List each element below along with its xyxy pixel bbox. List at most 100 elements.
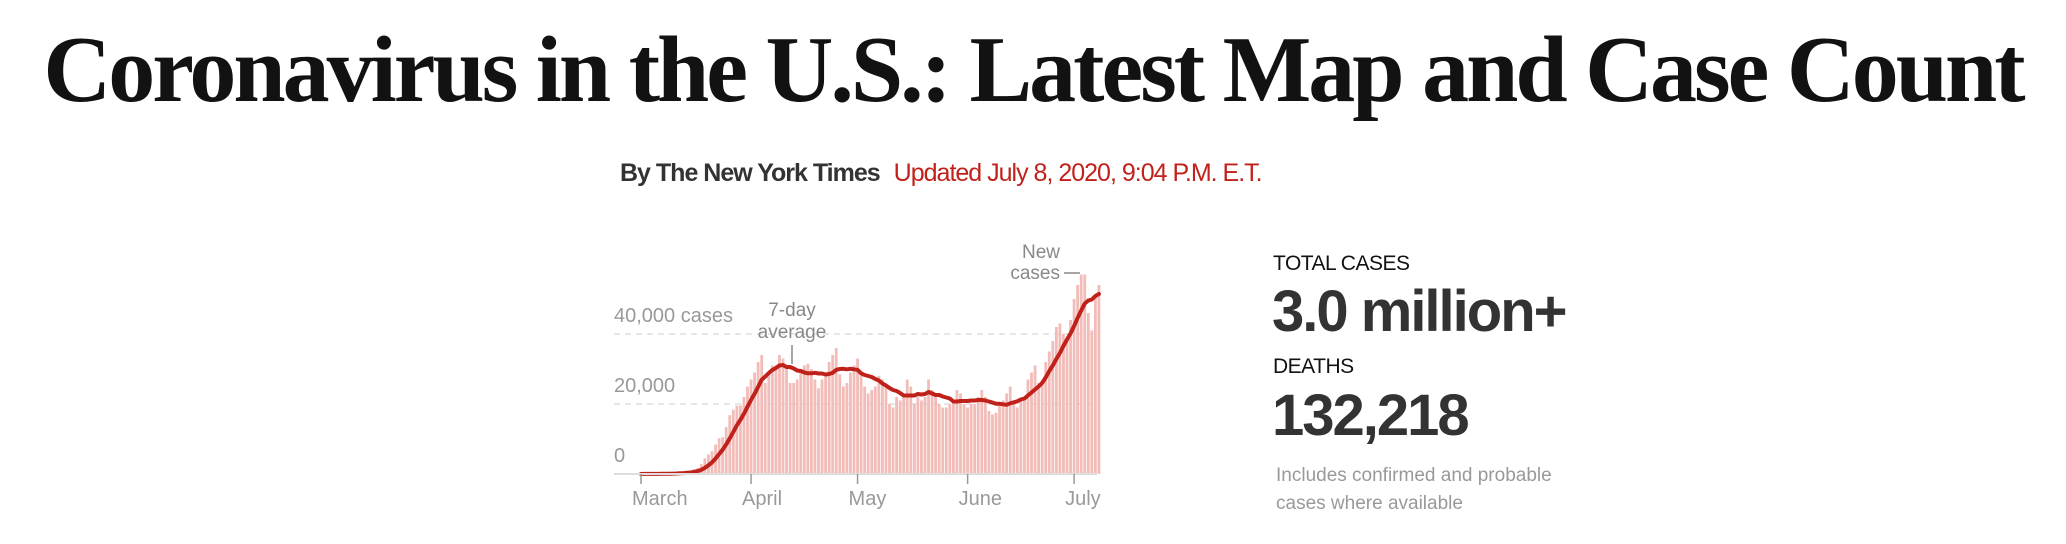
case-bar (1072, 299, 1076, 474)
case-bar (969, 404, 973, 474)
case-bar (802, 365, 806, 474)
case-bar (1030, 372, 1033, 474)
case-bar (724, 427, 728, 474)
case-bar (994, 412, 998, 474)
x-tick-label: May (849, 488, 887, 510)
case-bar (753, 372, 756, 474)
case-bar (1079, 274, 1083, 474)
byline: By The New York Times Updated July 8, 202… (620, 156, 1263, 190)
case-bar (1051, 341, 1055, 474)
case-bar (763, 383, 767, 474)
case-bar (852, 365, 856, 474)
case-bar (1086, 313, 1090, 474)
case-bar (1090, 330, 1094, 474)
case-bar (792, 383, 796, 474)
case-bar (937, 404, 941, 474)
case-bar (962, 404, 966, 474)
case-bar (728, 415, 732, 474)
case-bar (866, 393, 870, 474)
case-bar (834, 348, 838, 474)
case-bar (781, 358, 785, 474)
case-bar (912, 404, 916, 474)
case-bar (1097, 285, 1101, 474)
deaths-value: 132,218 (1272, 383, 1470, 448)
case-bar (845, 383, 849, 474)
case-bar (1023, 397, 1026, 474)
case-bar (735, 405, 739, 474)
case-bar (785, 369, 788, 474)
case-bar (895, 397, 898, 474)
x-tick-label: June (959, 488, 1002, 510)
x-tick-label: July (1065, 488, 1101, 510)
case-bar (810, 369, 813, 474)
case-bar (1076, 285, 1080, 474)
case-bar (1005, 393, 1009, 474)
new-cases-annotation: cases (1010, 263, 1060, 284)
y-tick-label: 20,000 (614, 375, 675, 397)
case-bar (795, 379, 799, 474)
y-tick-label: 40,000 cases (614, 305, 733, 327)
case-bar (1001, 400, 1005, 474)
case-bar (1094, 295, 1097, 474)
total-cases-value: 3.0 million+ (1272, 279, 1567, 344)
case-bar (973, 404, 977, 474)
case-bar (1019, 400, 1023, 474)
case-bar (838, 374, 842, 474)
case-bar (955, 390, 959, 474)
case-bar (941, 407, 945, 474)
case-bar (991, 414, 994, 474)
case-bar (881, 379, 884, 474)
case-bar (873, 386, 877, 474)
x-tick-label: March (632, 488, 688, 510)
case-bar (1062, 334, 1065, 474)
case-bar (760, 355, 764, 474)
headline: Coronavirus in the U.S.: Latest Map and … (43, 18, 2025, 122)
case-bar (930, 390, 934, 474)
case-bar (824, 376, 827, 474)
case-bar (1015, 407, 1019, 474)
case-bar (778, 355, 781, 474)
case-bar (998, 404, 1001, 474)
case-bar (976, 397, 980, 474)
case-bar (888, 404, 891, 474)
case-bar (1012, 404, 1016, 474)
case-bar (863, 386, 867, 474)
case-bar (927, 379, 930, 474)
case-bar (1044, 362, 1048, 474)
case-bar (731, 409, 735, 474)
case-bar (934, 397, 938, 474)
case-bar (1069, 320, 1072, 474)
case-bar (749, 379, 753, 474)
average-annotation: average (758, 322, 827, 343)
case-bar (841, 386, 845, 474)
case-bar (742, 397, 746, 474)
case-bar (898, 400, 902, 474)
seven-day-average-line (639, 292, 1101, 476)
case-bar (948, 404, 952, 474)
case-bar (944, 407, 948, 474)
deaths-label: DEATHS (1273, 355, 1354, 378)
case-bar (770, 365, 774, 474)
page-title: Coronavirus in the U.S.: Latest Map and … (0, 14, 2066, 126)
new-cases-chart: 0 20,000 40,000 cases March April May June Jul… (614, 242, 1101, 510)
case-bar (884, 386, 888, 474)
case-bar (756, 362, 760, 474)
case-bar (920, 400, 923, 474)
case-bar (774, 365, 778, 474)
y-tick-label: 0 (614, 445, 625, 467)
new-cases-annotation: New (1022, 242, 1060, 263)
updated-timestamp: Updated July 8, 2020, 9:04 P.M. E.T. (893, 159, 1263, 187)
case-bar (813, 379, 817, 474)
case-bar (1058, 323, 1062, 474)
grid: 0 20,000 40,000 cases (614, 305, 1097, 467)
case-bar (827, 362, 831, 474)
case-bar (877, 376, 881, 474)
case-bar (746, 386, 749, 474)
case-bar (831, 355, 835, 474)
case-bar (1054, 327, 1058, 474)
case-bar (806, 363, 810, 474)
case-bar (909, 386, 913, 474)
case-bar (916, 397, 920, 474)
case-bar (1037, 383, 1040, 474)
